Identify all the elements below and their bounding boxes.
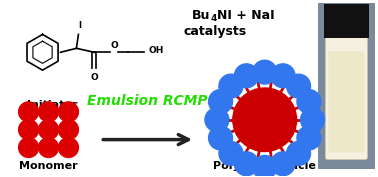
Circle shape [234,152,259,176]
Text: O: O [90,73,98,82]
Text: 4: 4 [211,14,217,23]
Circle shape [59,138,78,158]
Bar [318,3,375,169]
Circle shape [209,126,232,150]
Circle shape [39,120,59,140]
Circle shape [253,155,277,177]
Circle shape [59,102,78,122]
Circle shape [253,60,277,84]
Text: Monomer: Monomer [19,161,78,171]
Text: OH: OH [148,46,164,55]
Circle shape [301,108,324,132]
Circle shape [233,88,297,152]
Circle shape [234,64,259,88]
Circle shape [297,90,321,113]
Circle shape [59,120,78,140]
Circle shape [19,102,39,122]
Text: catalysts: catalysts [183,24,246,38]
Circle shape [219,74,243,98]
Circle shape [297,126,321,150]
FancyBboxPatch shape [325,22,367,159]
Text: Initiator: Initiator [27,100,78,110]
Circle shape [287,74,310,98]
Circle shape [19,120,39,140]
Text: Emulsion RCMP: Emulsion RCMP [87,94,208,108]
Circle shape [219,142,243,165]
Bar [324,4,369,38]
Text: O: O [110,41,118,50]
Circle shape [19,138,39,158]
Circle shape [205,108,229,132]
Circle shape [271,152,295,176]
Text: Bu: Bu [192,9,210,22]
Text: Polymer particle: Polymer particle [213,161,316,171]
Text: NI + NaI: NI + NaI [217,9,274,22]
Circle shape [39,138,59,158]
Circle shape [209,90,232,113]
FancyBboxPatch shape [328,51,364,153]
Circle shape [39,102,59,122]
Text: I: I [78,21,81,30]
Circle shape [287,142,310,165]
Circle shape [271,64,295,88]
